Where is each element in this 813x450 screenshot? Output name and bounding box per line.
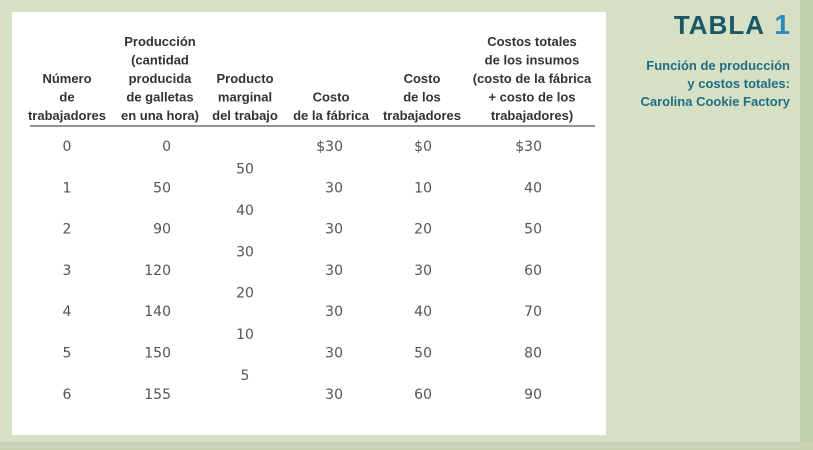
column-header: Producción: [124, 34, 196, 49]
table-cell: 6: [63, 387, 72, 403]
column-header: trabajadores: [28, 108, 106, 123]
table-cell: $30: [515, 139, 542, 155]
content: Función de producción y costos totales: Ca…: [28, 34, 791, 403]
column-header: Costo: [313, 90, 350, 105]
table-cell: 155: [144, 387, 171, 403]
table-cell: 20: [414, 222, 432, 238]
marginal-cell: 50: [236, 162, 254, 178]
table-cell: 140: [144, 304, 171, 320]
column-header: trabajadores: [383, 108, 461, 123]
table-panel: [12, 12, 606, 435]
caption-line: Carolina Cookie Factory: [640, 94, 790, 109]
marginal-cell: 10: [236, 327, 254, 343]
column-header: producida: [129, 71, 193, 86]
table-cell: 0: [63, 139, 72, 155]
table-cell: 30: [325, 304, 343, 320]
column-header: marginal: [218, 90, 272, 105]
column-header: Producto: [216, 71, 273, 86]
table-cell: 0: [162, 139, 171, 155]
column-header: de los: [403, 90, 441, 105]
column-header: + costo de los: [488, 90, 575, 105]
table-cell: 70: [524, 304, 542, 320]
marginal-cell: 40: [236, 203, 254, 219]
column-header: en una hora): [121, 108, 199, 123]
marginal-cell: 5: [241, 368, 250, 384]
table-cell: $0: [414, 139, 432, 155]
column-header: Número: [42, 71, 91, 86]
table-cell: 3: [63, 263, 72, 279]
table-cell: 90: [524, 387, 542, 403]
table-cell: 30: [325, 387, 343, 403]
column-header: de galletas: [126, 90, 193, 105]
table-cell: 30: [325, 222, 343, 238]
table-cell: 2: [63, 222, 72, 238]
table-cell: 90: [153, 222, 171, 238]
right-strip: [800, 0, 813, 450]
column-header: de: [59, 90, 74, 105]
table-cell: 80: [524, 346, 542, 362]
table-cell: $30: [316, 139, 343, 155]
column-header: de la fábrica: [293, 108, 370, 123]
table-cell: 10: [414, 180, 432, 196]
table-label: TABLA: [674, 10, 765, 40]
column-header: (cantidad: [131, 53, 189, 68]
table-cell: 50: [153, 180, 171, 196]
caption-line: y costos totales:: [687, 76, 790, 91]
column-header: trabajadores): [491, 108, 573, 123]
table-cell: 5: [63, 346, 72, 362]
column-header: del trabajo: [212, 108, 278, 123]
column-header: de los insumos: [485, 53, 580, 68]
table-cell: 30: [325, 263, 343, 279]
table-cell: 4: [63, 304, 72, 320]
column-header: Costo: [404, 71, 441, 86]
marginal-cell: 30: [236, 244, 254, 260]
bottom-strip: [0, 442, 813, 450]
table-cell: 150: [144, 346, 171, 362]
table-number: 1: [774, 9, 790, 40]
table-cell: 50: [414, 346, 432, 362]
table-cell: 1: [63, 180, 72, 196]
marginal-cell: 20: [236, 286, 254, 302]
table-cell: 30: [325, 346, 343, 362]
column-header: (costo de la fábrica: [473, 71, 592, 86]
table-cell: 30: [414, 263, 432, 279]
caption-line: Función de producción: [646, 58, 790, 73]
table-cell: 40: [414, 304, 432, 320]
table-cell: 40: [524, 180, 542, 196]
table-cell: 60: [524, 263, 542, 279]
table-cell: 120: [144, 263, 171, 279]
table-cell: 60: [414, 387, 432, 403]
table-cell: 50: [524, 222, 542, 238]
table-cell: 30: [325, 180, 343, 196]
column-header: Costos totales: [487, 34, 577, 49]
